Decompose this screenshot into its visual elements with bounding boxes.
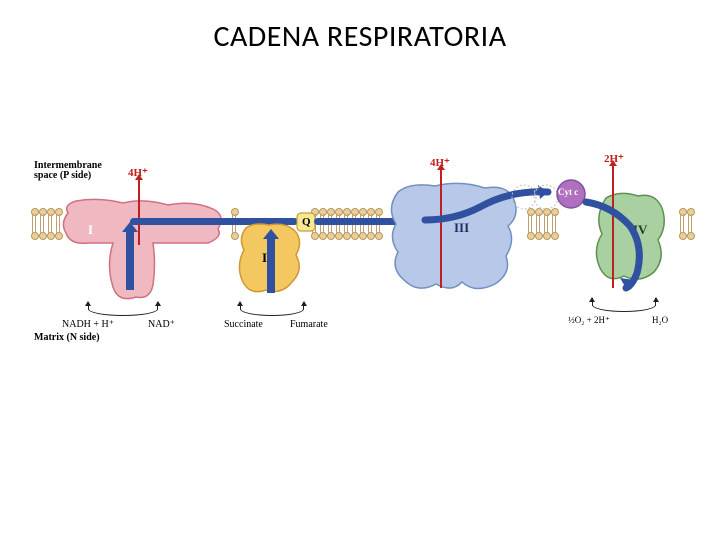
nadh-arc (88, 302, 158, 316)
nad-label: NAD⁺ (148, 319, 175, 330)
matrix-label: Matrix (N side) (34, 332, 100, 343)
proton-label-4h-b: 4H⁺ (430, 156, 450, 169)
nadh-label: NADH + H⁺ (62, 319, 114, 330)
proton-label-2h: 2H⁺ (604, 152, 624, 165)
electron-arrowhead-ii (263, 229, 279, 239)
q-label: Q (302, 216, 311, 228)
intermembrane-label-2: space (P side) (34, 170, 91, 181)
complex-i (58, 195, 228, 305)
page-title: CADENA RESPIRATORIA (0, 18, 720, 55)
proton-label-4h-a: 4H⁺ (128, 166, 148, 179)
succinate-label: Succinate (224, 319, 263, 330)
electron-flow-cytc-to-iv (582, 198, 662, 293)
electron-flow-ii-up (267, 235, 275, 293)
electron-flow-i-up (126, 228, 134, 290)
oxygen-arc (592, 298, 656, 312)
roman-i: I (88, 222, 93, 238)
respiratory-chain-diagram: Intermembrane space (P side) Matrix (N s… (0, 130, 720, 370)
oxygen-label: ½O₂ + 2H⁺ (568, 315, 610, 326)
succinate-arc (240, 302, 304, 316)
fumarate-label: Fumarate (290, 319, 328, 330)
water-label: H₂O (652, 315, 668, 325)
cytc-label: Cyt c (558, 187, 578, 197)
proton-arrow-i (138, 180, 140, 245)
